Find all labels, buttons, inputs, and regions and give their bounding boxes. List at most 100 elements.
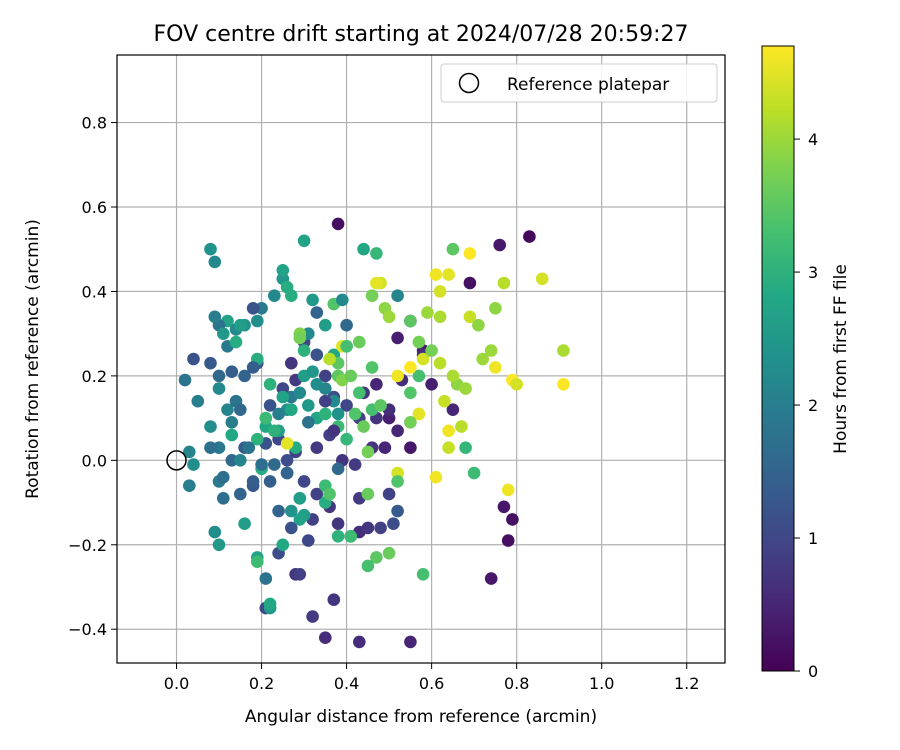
- data-point: [489, 361, 502, 374]
- data-point: [259, 572, 273, 585]
- data-point: [331, 217, 345, 231]
- data-point: [331, 462, 345, 476]
- data-point: [391, 289, 404, 303]
- data-point: [327, 593, 341, 606]
- data-point: [340, 432, 353, 446]
- colorbar-tick-label: 0: [808, 662, 818, 681]
- data-point: [523, 230, 536, 243]
- data-point: [310, 441, 324, 455]
- data-point: [212, 382, 226, 395]
- data-point: [242, 441, 256, 455]
- y-tick-label: −0.2: [68, 536, 107, 555]
- data-point: [336, 293, 349, 307]
- data-point: [353, 386, 366, 400]
- data-point: [455, 420, 468, 433]
- data-points: [178, 217, 570, 649]
- data-point: [493, 238, 507, 252]
- data-point: [535, 272, 549, 286]
- data-point: [340, 399, 353, 412]
- data-point: [263, 399, 277, 412]
- y-tick-label: 0.0: [82, 451, 107, 470]
- y-tick-label: 0.8: [82, 114, 107, 133]
- data-point: [297, 475, 311, 488]
- data-point: [463, 276, 477, 290]
- data-point: [412, 335, 426, 349]
- data-point: [276, 538, 290, 552]
- data-point: [208, 310, 222, 324]
- plot-frame: [116, 54, 726, 664]
- data-point: [484, 572, 498, 585]
- colorbar-tick-label: 3: [808, 263, 818, 282]
- data-point: [412, 407, 426, 421]
- data-point: [370, 276, 383, 290]
- x-tick-label: 0.6: [419, 674, 444, 693]
- data-point: [506, 513, 519, 526]
- data-point: [421, 306, 434, 319]
- data-point: [225, 428, 239, 442]
- data-point: [323, 487, 336, 501]
- data-point: [246, 302, 260, 315]
- data-point: [259, 411, 273, 425]
- data-point: [484, 344, 498, 357]
- y-tick-label: 0.2: [82, 367, 107, 386]
- data-point: [344, 369, 358, 383]
- data-point: [433, 356, 447, 370]
- data-point: [238, 517, 251, 530]
- data-point: [404, 441, 417, 455]
- data-point: [446, 369, 460, 383]
- data-point: [293, 492, 307, 505]
- data-point: [497, 276, 511, 290]
- data-point: [212, 538, 226, 552]
- colorbar-gradient: [761, 45, 795, 672]
- data-point: [357, 242, 370, 256]
- data-point: [472, 318, 485, 332]
- y-tick-label: 0.6: [82, 198, 107, 217]
- x-tick-label: 0.4: [334, 674, 359, 693]
- data-point: [459, 382, 472, 395]
- data-point: [382, 546, 396, 560]
- data-point: [268, 458, 281, 471]
- data-point: [319, 318, 332, 332]
- data-point: [319, 631, 332, 644]
- x-axis-ticks: 0.0 0.2 0.4 0.6 0.8 1.0 1.2: [164, 663, 699, 693]
- data-point: [391, 331, 404, 345]
- data-point: [391, 475, 404, 488]
- colorbar: 0 1 2 3 4 Hours from first FF file: [761, 45, 851, 681]
- data-point: [331, 517, 345, 530]
- data-point: [191, 394, 205, 408]
- data-point: [276, 390, 290, 404]
- chart-title: FOV centre drift starting at 2024/07/28 …: [154, 22, 689, 47]
- data-point: [263, 475, 277, 488]
- data-point: [276, 264, 290, 277]
- data-point: [285, 504, 298, 518]
- data-point: [212, 369, 226, 383]
- data-point: [429, 470, 443, 484]
- data-point: [280, 454, 294, 467]
- data-point: [204, 441, 217, 455]
- data-point: [263, 597, 277, 611]
- data-point: [557, 344, 570, 357]
- data-point: [285, 521, 298, 535]
- data-point: [310, 487, 324, 501]
- data-point: [404, 314, 417, 328]
- data-point: [370, 378, 383, 391]
- data-point: [183, 479, 196, 493]
- data-point: [425, 378, 438, 391]
- data-point: [365, 361, 379, 374]
- data-point: [234, 487, 247, 501]
- data-point: [501, 483, 515, 497]
- data-point: [319, 382, 332, 395]
- x-tick-label: 0.8: [504, 674, 529, 693]
- data-point: [293, 386, 307, 400]
- data-point: [178, 373, 192, 387]
- data-point: [404, 386, 417, 400]
- data-point: [310, 348, 324, 362]
- data-point: [331, 530, 345, 543]
- data-point: [442, 268, 455, 281]
- data-point: [285, 356, 298, 370]
- data-point: [183, 445, 196, 459]
- data-point: [293, 568, 307, 581]
- data-point: [217, 470, 230, 484]
- data-point: [429, 268, 443, 281]
- data-point: [255, 458, 268, 471]
